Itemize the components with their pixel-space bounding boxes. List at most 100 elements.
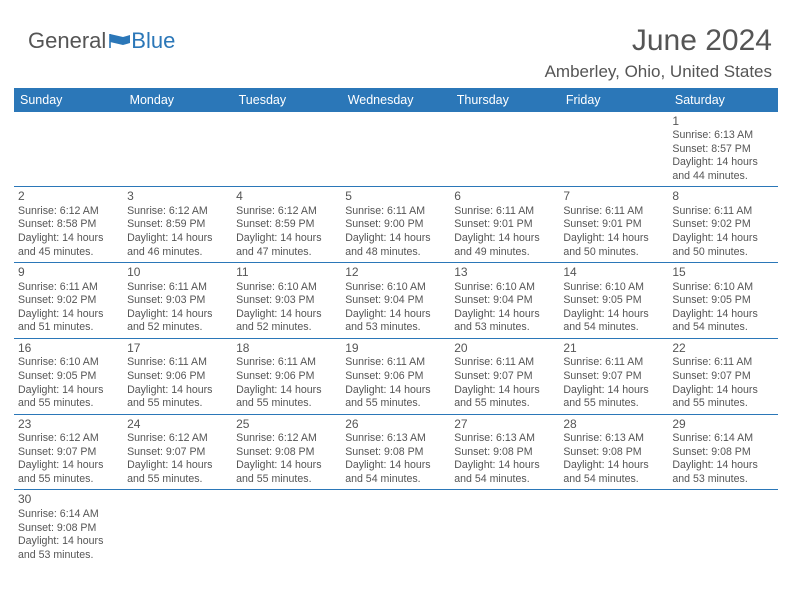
day-detail-line: Sunrise: 6:10 AM	[672, 281, 773, 295]
day-number: 7	[563, 189, 664, 205]
day-detail-line: Sunset: 9:08 PM	[563, 446, 664, 460]
calendar-row: 1Sunrise: 6:13 AMSunset: 8:57 PMDaylight…	[14, 112, 778, 187]
calendar-cell: 15Sunrise: 6:10 AMSunset: 9:05 PMDayligh…	[668, 263, 777, 339]
day-detail-line: and 55 minutes.	[345, 397, 446, 411]
calendar-cell: 4Sunrise: 6:12 AMSunset: 8:59 PMDaylight…	[232, 187, 341, 263]
logo-text-general: General	[28, 28, 106, 54]
day-detail-line: Sunset: 9:08 PM	[236, 446, 337, 460]
day-detail-line: Daylight: 14 hours	[18, 459, 119, 473]
day-detail-line: and 55 minutes.	[563, 397, 664, 411]
calendar-cell: 14Sunrise: 6:10 AMSunset: 9:05 PMDayligh…	[559, 263, 668, 339]
day-detail-line: Sunset: 9:08 PM	[18, 522, 119, 536]
day-header: Sunday	[14, 88, 123, 112]
day-detail-line: Sunrise: 6:11 AM	[127, 281, 228, 295]
calendar-cell	[14, 112, 123, 187]
day-detail-line: Daylight: 14 hours	[127, 232, 228, 246]
flag-icon	[109, 33, 131, 49]
day-header: Thursday	[450, 88, 559, 112]
day-detail-line: Sunset: 9:05 PM	[672, 294, 773, 308]
day-detail-line: and 55 minutes.	[236, 473, 337, 487]
day-detail-line: Sunrise: 6:11 AM	[236, 356, 337, 370]
day-detail-line: and 54 minutes.	[345, 473, 446, 487]
day-number: 1	[672, 114, 773, 130]
day-number: 23	[18, 417, 119, 433]
day-detail-line: Daylight: 14 hours	[18, 384, 119, 398]
calendar-cell: 18Sunrise: 6:11 AMSunset: 9:06 PMDayligh…	[232, 338, 341, 414]
day-detail-line: Sunrise: 6:11 AM	[563, 356, 664, 370]
day-detail-line: Sunrise: 6:11 AM	[345, 205, 446, 219]
calendar-cell: 2Sunrise: 6:12 AMSunset: 8:58 PMDaylight…	[14, 187, 123, 263]
calendar-cell: 30Sunrise: 6:14 AMSunset: 9:08 PMDayligh…	[14, 490, 123, 565]
day-detail-line: Daylight: 14 hours	[454, 459, 555, 473]
day-detail-line: Sunset: 9:06 PM	[127, 370, 228, 384]
day-detail-line: Sunset: 9:08 PM	[672, 446, 773, 460]
day-detail-line: Daylight: 14 hours	[563, 459, 664, 473]
day-detail-line: Daylight: 14 hours	[563, 384, 664, 398]
day-detail-line: Sunrise: 6:12 AM	[236, 205, 337, 219]
calendar-cell	[341, 112, 450, 187]
day-detail-line: Sunset: 9:02 PM	[672, 218, 773, 232]
day-detail-line: Daylight: 14 hours	[672, 308, 773, 322]
day-detail-line: Daylight: 14 hours	[236, 384, 337, 398]
day-detail-line: and 54 minutes.	[454, 473, 555, 487]
day-number: 8	[672, 189, 773, 205]
calendar-row: 30Sunrise: 6:14 AMSunset: 9:08 PMDayligh…	[14, 490, 778, 565]
day-detail-line: and 54 minutes.	[563, 321, 664, 335]
month-title: June 2024	[545, 24, 772, 59]
day-detail-line: Daylight: 14 hours	[236, 459, 337, 473]
day-header: Monday	[123, 88, 232, 112]
calendar-cell: 9Sunrise: 6:11 AMSunset: 9:02 PMDaylight…	[14, 263, 123, 339]
calendar-row: 16Sunrise: 6:10 AMSunset: 9:05 PMDayligh…	[14, 338, 778, 414]
calendar-cell: 11Sunrise: 6:10 AMSunset: 9:03 PMDayligh…	[232, 263, 341, 339]
day-number: 14	[563, 265, 664, 281]
day-detail-line: Sunset: 9:06 PM	[236, 370, 337, 384]
day-detail-line: Sunset: 9:04 PM	[454, 294, 555, 308]
day-detail-line: and 55 minutes.	[18, 397, 119, 411]
calendar-cell: 19Sunrise: 6:11 AMSunset: 9:06 PMDayligh…	[341, 338, 450, 414]
calendar-cell	[341, 490, 450, 565]
calendar-cell	[668, 490, 777, 565]
day-header-row: Sunday Monday Tuesday Wednesday Thursday…	[14, 88, 778, 112]
day-detail-line: Sunrise: 6:11 AM	[454, 356, 555, 370]
day-detail-line: and 52 minutes.	[236, 321, 337, 335]
day-detail-line: and 50 minutes.	[563, 246, 664, 260]
calendar-cell: 5Sunrise: 6:11 AMSunset: 9:00 PMDaylight…	[341, 187, 450, 263]
day-detail-line: Daylight: 14 hours	[18, 232, 119, 246]
day-detail-line: Sunset: 9:03 PM	[127, 294, 228, 308]
day-detail-line: and 50 minutes.	[672, 246, 773, 260]
calendar-cell: 17Sunrise: 6:11 AMSunset: 9:06 PMDayligh…	[123, 338, 232, 414]
calendar-cell	[559, 112, 668, 187]
day-number: 22	[672, 341, 773, 357]
calendar-cell: 22Sunrise: 6:11 AMSunset: 9:07 PMDayligh…	[668, 338, 777, 414]
day-detail-line: Daylight: 14 hours	[345, 384, 446, 398]
day-detail-line: Daylight: 14 hours	[672, 232, 773, 246]
day-detail-line: Sunrise: 6:11 AM	[18, 281, 119, 295]
day-number: 28	[563, 417, 664, 433]
day-detail-line: Sunrise: 6:10 AM	[236, 281, 337, 295]
day-number: 6	[454, 189, 555, 205]
day-detail-line: Daylight: 14 hours	[236, 232, 337, 246]
calendar-cell: 16Sunrise: 6:10 AMSunset: 9:05 PMDayligh…	[14, 338, 123, 414]
calendar-cell: 24Sunrise: 6:12 AMSunset: 9:07 PMDayligh…	[123, 414, 232, 490]
day-detail-line: Sunrise: 6:13 AM	[672, 129, 773, 143]
day-detail-line: Sunrise: 6:13 AM	[454, 432, 555, 446]
day-detail-line: Sunset: 8:59 PM	[127, 218, 228, 232]
calendar-row: 2Sunrise: 6:12 AMSunset: 8:58 PMDaylight…	[14, 187, 778, 263]
calendar-cell: 23Sunrise: 6:12 AMSunset: 9:07 PMDayligh…	[14, 414, 123, 490]
day-detail-line: Sunset: 9:08 PM	[454, 446, 555, 460]
day-detail-line: Sunset: 9:03 PM	[236, 294, 337, 308]
day-number: 29	[672, 417, 773, 433]
day-detail-line: Sunrise: 6:11 AM	[127, 356, 228, 370]
calendar-cell	[450, 490, 559, 565]
day-detail-line: Daylight: 14 hours	[127, 384, 228, 398]
calendar-cell: 7Sunrise: 6:11 AMSunset: 9:01 PMDaylight…	[559, 187, 668, 263]
calendar-cell	[123, 112, 232, 187]
day-detail-line: Daylight: 14 hours	[672, 459, 773, 473]
day-detail-line: Sunrise: 6:14 AM	[18, 508, 119, 522]
day-detail-line: Sunrise: 6:12 AM	[236, 432, 337, 446]
day-detail-line: Daylight: 14 hours	[454, 384, 555, 398]
day-detail-line: Sunset: 8:59 PM	[236, 218, 337, 232]
calendar-cell: 20Sunrise: 6:11 AMSunset: 9:07 PMDayligh…	[450, 338, 559, 414]
day-number: 15	[672, 265, 773, 281]
day-detail-line: and 55 minutes.	[672, 397, 773, 411]
